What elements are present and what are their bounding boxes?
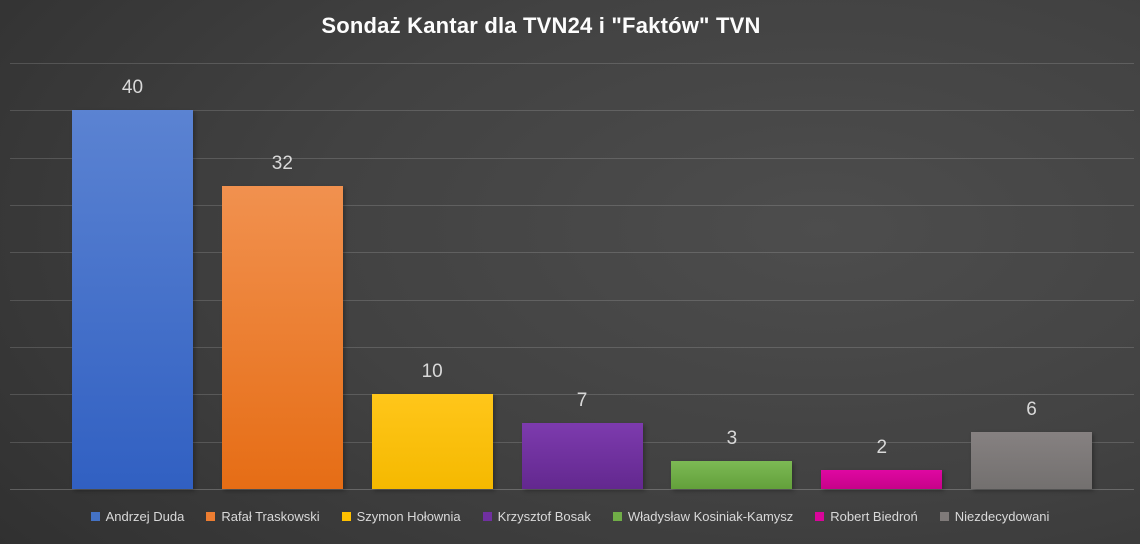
- legend-item-rafa-traskowski: Rafał Traskowski: [206, 509, 320, 524]
- gridline-40: [10, 110, 1134, 112]
- value-label-rafa-traskowski: 32: [271, 153, 293, 175]
- legend-marker-rafa-traskowski: [206, 512, 216, 521]
- legend-item-robert-biedro: Robert Biedroń: [815, 509, 918, 524]
- gridline-30: [10, 205, 1134, 206]
- legend-item-w-adys-aw-kosiniak-kamysz: Władysław Kosiniak-Kamysz: [612, 509, 794, 524]
- gridline-0: [10, 489, 1134, 490]
- legend-marker-niezdecydowani: [939, 512, 949, 521]
- value-label-andrzej-duda: 40: [121, 77, 144, 99]
- value-label-robert-biedro: 2: [876, 437, 888, 459]
- legend-marker-szymon-ho-ownia: [341, 512, 351, 521]
- legend-item-szymon-ho-ownia: Szymon Hołownia: [341, 509, 461, 524]
- chart-title: Sondaż Kantar dla TVN24 i "Faktów" TVN: [321, 13, 761, 38]
- gridline-20: [10, 299, 1134, 301]
- legend-marker-robert-biedro: [815, 512, 825, 521]
- legend-marker-andrzej-duda: [90, 512, 100, 521]
- gridline-35: [10, 157, 1134, 159]
- legend-marker-krzysztof-bosak: [482, 512, 492, 521]
- value-label-szymon-ho-ownia: 10: [421, 361, 443, 383]
- value-label-krzysztof-bosak: 7: [576, 389, 588, 411]
- bar-andrzej-duda: [72, 110, 193, 489]
- gridline-15: [10, 347, 1134, 348]
- legend: Andrzej Duda Rafał Traskowski Szymon Hołow…: [0, 509, 1140, 524]
- gridline-25: [10, 252, 1134, 254]
- legend-label-szymon-ho-ownia: Szymon Hołownia: [356, 509, 461, 524]
- bar-rafa-traskowski: [221, 186, 343, 489]
- bar-krzysztof-bosak: [521, 422, 643, 489]
- legend-label-rafa-traskowski: Rafał Traskowski: [221, 509, 320, 524]
- value-label-w-adys-aw-kosiniak-kamysz: 3: [726, 427, 738, 449]
- bar-szymon-ho-ownia: [371, 394, 493, 489]
- legend-item-krzysztof-bosak: Krzysztof Bosak: [482, 509, 591, 524]
- legend-item-niezdecydowani: Niezdecydowani: [939, 509, 1050, 524]
- legend-label-robert-biedro: Robert Biedroń: [830, 509, 918, 524]
- gridline-45: [10, 63, 1134, 64]
- legend-label-krzysztof-bosak: Krzysztof Bosak: [497, 509, 591, 524]
- bar-robert-biedro: [821, 470, 943, 489]
- gridline-10: [10, 394, 1134, 396]
- bar-niezdecydowani: [971, 432, 1093, 489]
- value-label-niezdecydowani: 6: [1026, 399, 1037, 421]
- legend-item-andrzej-duda: Andrzej Duda: [90, 509, 185, 524]
- legend-marker-w-adys-aw-kosiniak-kamysz: [612, 512, 622, 521]
- bar-w-adys-aw-kosiniak-kamysz: [671, 460, 793, 489]
- legend-label-w-adys-aw-kosiniak-kamysz: Władysław Kosiniak-Kamysz: [627, 509, 794, 524]
- legend-label-andrzej-duda: Andrzej Duda: [105, 509, 185, 524]
- legend-label-niezdecydowani: Niezdecydowani: [954, 509, 1050, 524]
